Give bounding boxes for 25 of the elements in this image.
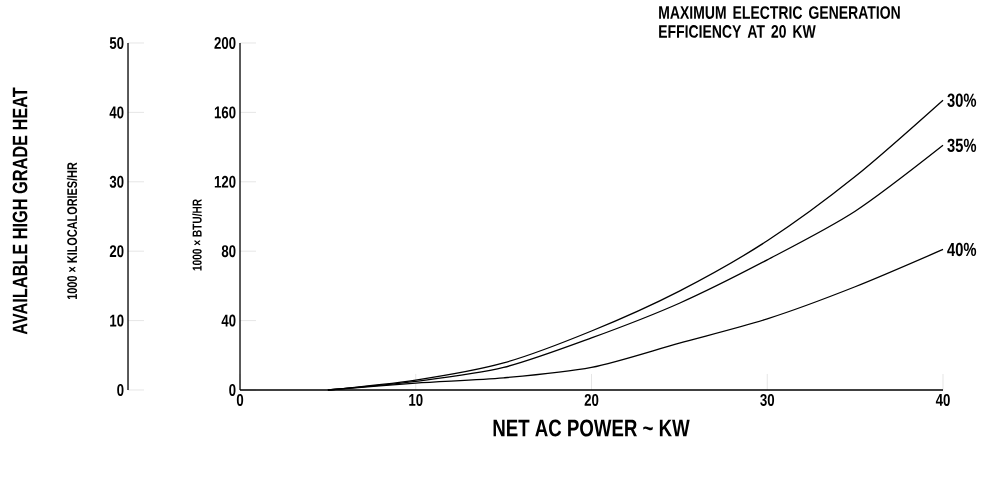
y-axis-title: 1000 × BTU/HR: [192, 199, 202, 271]
y2-tick-label: 30: [109, 175, 124, 188]
x-tick-label: 30: [760, 393, 775, 406]
series-label: 30%: [947, 93, 977, 107]
y-tick-label: 80: [221, 245, 236, 258]
y-tick-label: 160: [214, 106, 236, 119]
x-tick-label: 40: [935, 393, 950, 406]
y2-axis-title: 1000 × KILOCALORIES/HR: [66, 162, 78, 300]
y-tick-label: 120: [214, 175, 236, 188]
series-label: 40%: [947, 242, 977, 257]
chart-title: MAXIMUM ELECTRIC GENERATION EFFICIENCY AT 20 KW: [659, 6, 900, 38]
y2-tick-label: 20: [109, 245, 124, 258]
y2-tick-label: 0: [117, 383, 124, 396]
y-tick-label: 0: [229, 383, 236, 396]
x-axis-title: NET AC POWER ~ KW: [493, 419, 690, 437]
y2-tick-label: 40: [109, 106, 124, 119]
x-tick-label: 0: [236, 393, 244, 406]
series-label: 35%: [947, 138, 977, 153]
y-tick-label: 40: [221, 314, 236, 327]
y2-tick-label: 10: [110, 314, 124, 327]
text: AVAILABLE HIGH GRADE HEAT: [12, 87, 28, 335]
x-tick-label: 20: [584, 393, 599, 406]
y-tick-label: 200: [214, 36, 236, 49]
x-tick-label: 10: [409, 393, 423, 406]
y2-tick-label: 50: [109, 36, 124, 49]
